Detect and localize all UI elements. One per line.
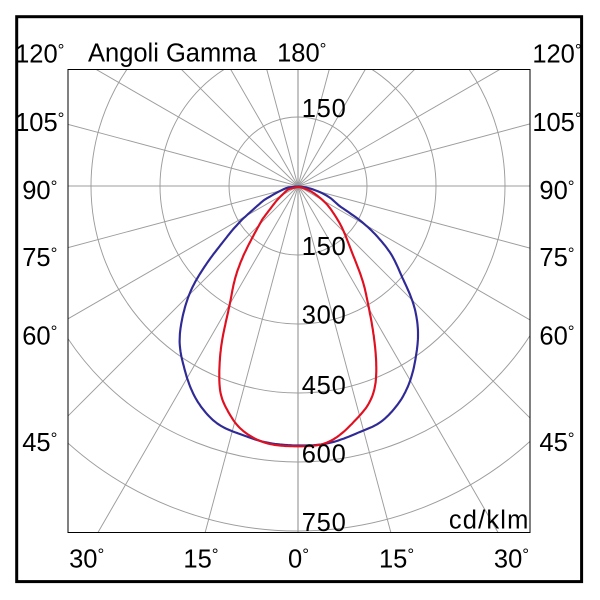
svg-text:75°: 75° — [539, 244, 574, 272]
svg-text:450: 450 — [302, 372, 347, 400]
svg-text:45°: 45° — [539, 429, 574, 457]
svg-text:120°: 120° — [532, 40, 581, 68]
svg-text:300: 300 — [302, 302, 347, 330]
svg-text:105°: 105° — [15, 109, 64, 137]
svg-text:150: 150 — [302, 233, 347, 261]
svg-text:150: 150 — [302, 95, 347, 123]
svg-text:750: 750 — [302, 509, 347, 537]
svg-text:120°: 120° — [15, 40, 64, 68]
svg-text:180°: 180° — [277, 39, 326, 67]
svg-text:Angoli Gamma: Angoli Gamma — [88, 40, 257, 68]
svg-text:105°: 105° — [532, 109, 581, 137]
svg-text:cd/klm: cd/klm — [449, 506, 530, 534]
svg-text:600: 600 — [302, 441, 347, 469]
